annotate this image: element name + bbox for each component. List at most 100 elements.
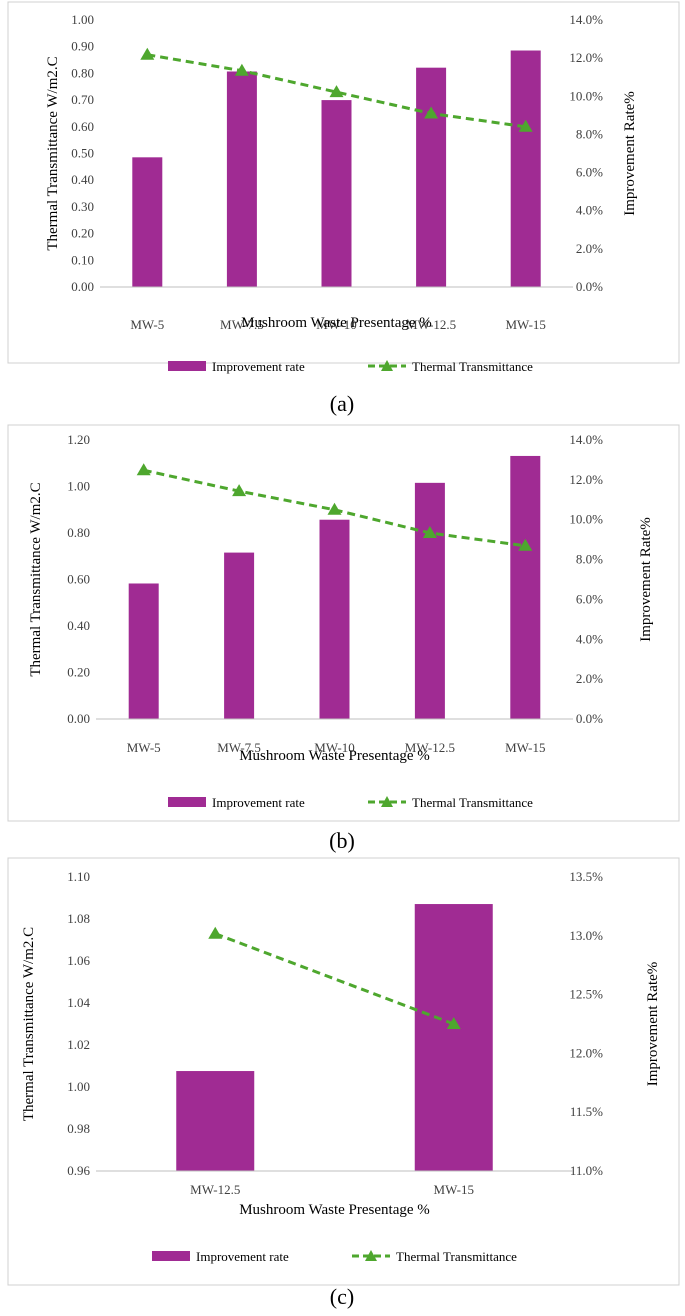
legend-label-bar: Improvement rate (212, 359, 305, 374)
line-thermal-transmittance (143, 468, 526, 548)
line-marker-mw-10 (327, 502, 342, 515)
y-left-tick-label: 1.00 (67, 1079, 90, 1094)
y-right-tick-label: 4.0% (576, 631, 603, 646)
x-tick-label: MW-15 (434, 1182, 474, 1197)
y-right-tick-label: 8.0% (576, 552, 603, 567)
y-left-tick-label: 0.60 (71, 119, 94, 134)
x-tick-label: MW-5 (130, 317, 164, 332)
y-left-tick-label: 0.10 (71, 252, 94, 267)
legend-label-bar: Improvement rate (196, 1249, 289, 1264)
x-tick-label: MW-15 (505, 317, 545, 332)
x-axis-title: Mushroom Waste Presentage % (239, 748, 430, 764)
y-left-axis-title: Thermal Transmittance W/m2.C (21, 927, 37, 1121)
x-tick-label: MW-7.5 (220, 317, 264, 332)
x-tick-label: MW-12.5 (405, 740, 455, 755)
line-marker-mw-10 (329, 85, 344, 98)
legend-label-line: Thermal Transmittance (412, 795, 533, 810)
line-thermal-transmittance (214, 932, 455, 1026)
x-tick-label: MW-12.5 (406, 317, 456, 332)
y-right-tick-label: 12.0% (569, 1045, 603, 1060)
bar-improvement-rate-mw-5 (132, 157, 163, 287)
y-left-tick-label: 0.20 (71, 226, 94, 241)
line-marker-mw-15 (518, 538, 533, 551)
y-right-axis-title: Improvement Rate% (645, 962, 661, 1087)
y-right-tick-label: 13.0% (569, 928, 603, 943)
y-left-tick-label: 1.06 (67, 953, 90, 968)
y-right-tick-label: 13.5% (569, 869, 603, 884)
y-left-tick-label: 0.90 (71, 39, 94, 54)
y-left-tick-label: 1.02 (67, 1037, 90, 1052)
legend: Improvement rate Thermal Transmittance (152, 1249, 517, 1264)
line-marker-mw-12-5 (422, 526, 437, 538)
y-right-tick-label: 6.0% (576, 591, 603, 606)
legend: Improvement rate Thermal Transmittance (168, 795, 533, 810)
y-left-tick-label: 0.96 (67, 1163, 90, 1178)
bar-improvement-rate-mw-5 (128, 583, 159, 719)
x-tick-label: MW-10 (316, 317, 356, 332)
line-marker-mw-12-5 (208, 926, 223, 939)
y-right-axis-title: Improvement Rate% (638, 517, 654, 642)
y-right-tick-label: 12.5% (569, 987, 603, 1002)
bar-improvement-rate-mw-12-5 (414, 482, 445, 719)
bar-improvement-rate-mw-15 (414, 904, 493, 1171)
y-right-tick-label: 4.0% (576, 203, 603, 218)
legend-bar-swatch (168, 361, 206, 371)
y-right-tick-label: 6.0% (576, 165, 603, 180)
y-left-tick-label: 0.20 (67, 665, 90, 680)
y-left-tick-label: 1.04 (67, 995, 90, 1010)
legend-triangle-icon (365, 1250, 377, 1261)
y-left-tick-label: 0.30 (71, 199, 94, 214)
y-right-tick-label: 12.0% (569, 50, 603, 65)
y-left-tick-label: 0.80 (67, 525, 90, 540)
line-marker-mw-5 (136, 463, 151, 476)
x-tick-label: MW-7.5 (217, 740, 261, 755)
chart-panel-c: 0.96 0.98 1.00 1.02 1.04 1.06 1.08 1.10 11.0% 11.… (7, 857, 680, 1309)
chart-panel-b: 0.00 0.20 0.40 0.60 0.80 1.00 1.20 0.0% 2.0% 4.0%… (7, 424, 680, 853)
legend: Improvement rate Thermal Transmittance (168, 359, 533, 374)
line-marker-mw-15 (518, 119, 533, 132)
x-tick-label: MW-12.5 (190, 1182, 240, 1197)
y-right-tick-label: 2.0% (576, 671, 603, 686)
line-marker-mw-15 (446, 1017, 461, 1029)
legend-triangle-icon (381, 360, 393, 371)
legend-label-line: Thermal Transmittance (396, 1249, 517, 1264)
y-right-axis-title: Improvement Rate% (622, 91, 638, 216)
legend-label-line: Thermal Transmittance (412, 359, 533, 374)
legend-bar-swatch (168, 797, 206, 807)
chart-panel-a: 0.00 0.10 0.20 0.30 0.40 0.50 0.60 0.70 0.80 0.90… (7, 1, 680, 416)
bar-improvement-rate-mw-7-5 (226, 71, 257, 287)
y-right-tick-label: 10.0% (569, 88, 603, 103)
y-right-tick-label: 11.0% (570, 1163, 603, 1178)
line-marker-mw-7-5 (234, 63, 249, 76)
y-left-tick-label: 1.08 (67, 911, 90, 926)
panel-caption: (a) (330, 391, 354, 416)
x-axis-title: Mushroom Waste Presentage % (241, 315, 432, 331)
y-right-tick-label: 12.0% (569, 472, 603, 487)
bar-improvement-rate-mw-10 (319, 519, 350, 719)
legend-triangle-icon (381, 796, 393, 807)
y-left-tick-label: 1.00 (71, 12, 94, 27)
y-left-tick-label: 1.10 (67, 869, 90, 884)
bar-improvement-rate-mw-15 (510, 50, 541, 288)
x-axis-title: Mushroom Waste Presentage % (239, 1202, 430, 1218)
y-left-tick-label: 0.40 (71, 172, 94, 187)
bar-improvement-rate-mw-7-5 (224, 552, 255, 719)
y-right-tick-label: 0.0% (576, 711, 603, 726)
y-right-tick-label: 2.0% (576, 241, 603, 256)
chart-frame (7, 857, 680, 1286)
x-tick-label: MW-15 (505, 740, 545, 755)
x-tick-label: MW-5 (127, 740, 161, 755)
line-marker-mw-7-5 (232, 484, 247, 497)
y-left-tick-label: 0.00 (67, 711, 90, 726)
y-right-tick-label: 11.5% (570, 1104, 603, 1119)
line-marker-mw-12-5 (424, 106, 439, 119)
bar-improvement-rate-mw-15 (510, 455, 541, 719)
y-left-axis-title: Thermal Transmittance W/m2.C (45, 56, 61, 250)
panel-caption: (b) (329, 828, 355, 853)
y-left-tick-label: 0.40 (67, 618, 90, 633)
y-right-tick-label: 10.0% (569, 512, 603, 527)
y-right-tick-label: 14.0% (569, 12, 603, 27)
y-right-tick-label: 14.0% (569, 432, 603, 447)
legend-bar-swatch (152, 1251, 190, 1261)
